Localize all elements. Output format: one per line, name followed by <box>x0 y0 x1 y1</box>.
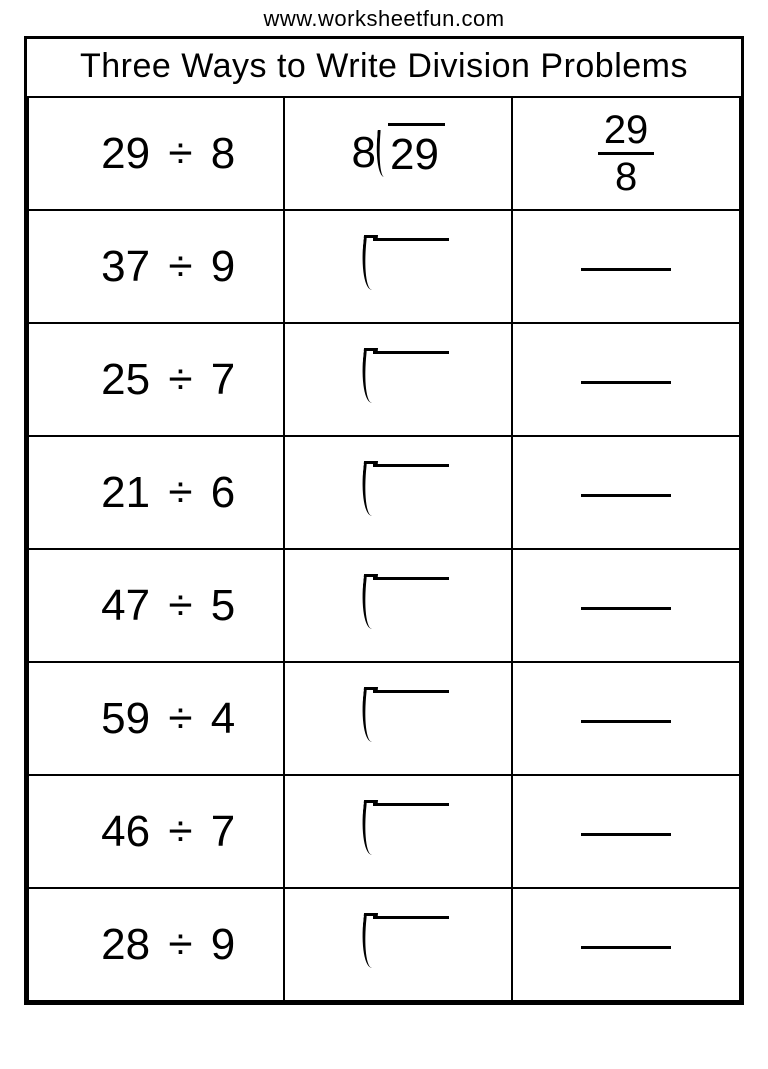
fraction-numerator: 29 <box>598 110 655 152</box>
table-row: 37 ÷ 9 <box>28 210 740 323</box>
table-row: 47 ÷ 5 <box>28 549 740 662</box>
division-sign-icon: ÷ <box>162 807 198 856</box>
expression-cell: 46 ÷ 7 <box>28 775 284 888</box>
division-sign-icon: ÷ <box>162 920 198 969</box>
dividend: 28 <box>101 920 150 969</box>
dividend: 37 <box>101 242 150 291</box>
divisor: 8 <box>211 129 235 178</box>
divisor: 7 <box>211 807 235 856</box>
expression-cell: 37 ÷ 9 <box>28 210 284 323</box>
long-division-blank-icon <box>343 797 453 861</box>
long-division-cell[interactable] <box>284 775 512 888</box>
division-sign-icon: ÷ <box>162 694 198 743</box>
divisor: 5 <box>211 581 235 630</box>
fraction-bar-icon <box>581 720 671 723</box>
long-division-cell[interactable] <box>284 436 512 549</box>
divisor: 6 <box>211 468 235 517</box>
fraction-denominator: 8 <box>609 155 643 197</box>
fraction-cell[interactable] <box>512 662 740 775</box>
long-division-divisor: 8 <box>352 131 378 177</box>
dividend: 29 <box>101 129 150 178</box>
long-division-blank-icon <box>343 232 453 296</box>
long-division-cell[interactable] <box>284 323 512 436</box>
fraction-cell[interactable] <box>512 436 740 549</box>
dividend: 21 <box>101 468 150 517</box>
fraction-example: 29 8 <box>598 110 655 197</box>
division-sign-icon: ÷ <box>162 468 198 517</box>
fraction-cell: 29 8 <box>512 97 740 210</box>
divisor: 9 <box>211 920 235 969</box>
fraction-bar-icon <box>581 607 671 610</box>
division-sign-icon: ÷ <box>162 129 198 178</box>
table-row: 28 ÷ 9 <box>28 888 740 1001</box>
dividend: 59 <box>101 694 150 743</box>
division-sign-icon: ÷ <box>162 242 198 291</box>
table-row: 46 ÷ 7 <box>28 775 740 888</box>
table-row: 25 ÷ 7 <box>28 323 740 436</box>
fraction-cell[interactable] <box>512 888 740 1001</box>
long-division-blank-icon <box>343 458 453 522</box>
long-division-blank-icon <box>343 910 453 974</box>
long-division-blank-icon <box>343 684 453 748</box>
dividend: 47 <box>101 581 150 630</box>
table-row: 21 ÷ 6 <box>28 436 740 549</box>
expression-cell: 25 ÷ 7 <box>28 323 284 436</box>
worksheet-frame: Three Ways to Write Division Problems 29… <box>24 36 744 1005</box>
fraction-bar-icon <box>581 381 671 384</box>
expression-cell: 21 ÷ 6 <box>28 436 284 549</box>
long-division-cell[interactable] <box>284 662 512 775</box>
fraction-bar-icon <box>581 946 671 949</box>
expression-cell: 47 ÷ 5 <box>28 549 284 662</box>
divisor: 9 <box>211 242 235 291</box>
division-sign-icon: ÷ <box>162 581 198 630</box>
expression-cell: 29 ÷ 8 <box>28 97 284 210</box>
fraction-cell[interactable] <box>512 323 740 436</box>
expression-cell: 28 ÷ 9 <box>28 888 284 1001</box>
divisor: 4 <box>211 694 235 743</box>
fraction-cell[interactable] <box>512 210 740 323</box>
source-url: www.worksheetfun.com <box>263 6 504 32</box>
long-division-blank-icon <box>343 345 453 409</box>
dividend: 46 <box>101 807 150 856</box>
fraction-bar-icon <box>581 268 671 271</box>
table-row: 29 ÷ 8 8 29 29 8 <box>28 97 740 210</box>
fraction-bar-icon <box>581 494 671 497</box>
dividend: 25 <box>101 355 150 404</box>
fraction-cell[interactable] <box>512 775 740 888</box>
division-table: 29 ÷ 8 8 29 29 8 <box>27 96 741 1002</box>
long-division-blank-icon <box>343 571 453 635</box>
worksheet-title: Three Ways to Write Division Problems <box>27 39 741 96</box>
long-division-example: 8 29 <box>352 131 445 177</box>
fraction-bar-icon <box>581 833 671 836</box>
division-sign-icon: ÷ <box>162 355 198 404</box>
long-division-cell[interactable] <box>284 549 512 662</box>
expression-cell: 59 ÷ 4 <box>28 662 284 775</box>
divisor: 7 <box>211 355 235 404</box>
long-division-cell[interactable] <box>284 210 512 323</box>
long-division-dividend: 29 <box>388 123 445 179</box>
long-division-cell[interactable] <box>284 888 512 1001</box>
fraction-cell[interactable] <box>512 549 740 662</box>
table-row: 59 ÷ 4 <box>28 662 740 775</box>
long-division-cell: 8 29 <box>284 97 512 210</box>
